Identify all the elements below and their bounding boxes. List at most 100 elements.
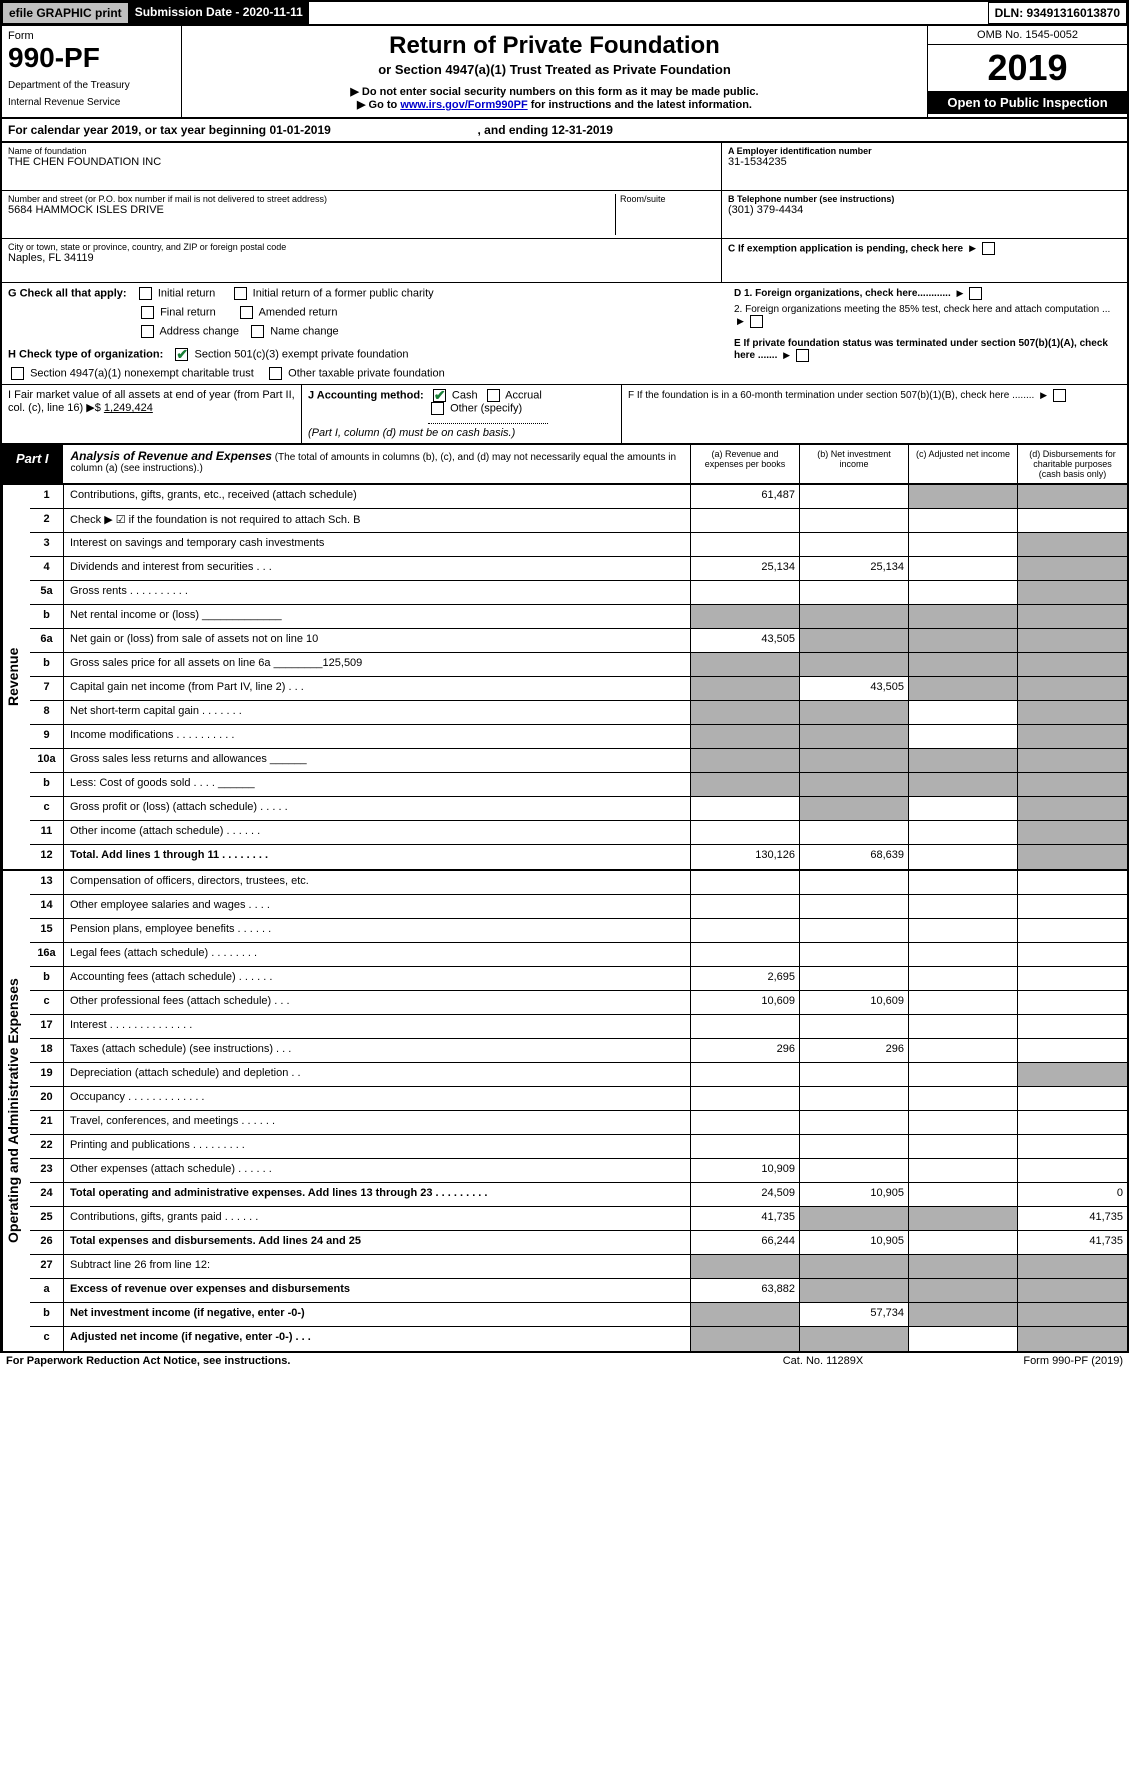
paperwork-notice: For Paperwork Reduction Act Notice, see … [6, 1355, 723, 1367]
amount-cell [691, 895, 800, 918]
line-description: Dividends and interest from securities .… [64, 557, 691, 580]
h-other-checkbox[interactable] [269, 367, 282, 380]
table-row: 18Taxes (attach schedule) (see instructi… [30, 1039, 1127, 1063]
j-other-checkbox[interactable] [431, 402, 444, 415]
omb-number: OMB No. 1545-0052 [928, 26, 1127, 45]
form-number: 990-PF [8, 42, 175, 74]
amount-cell [800, 1087, 909, 1110]
line-description: Gross rents . . . . . . . . . . [64, 581, 691, 604]
line-description: Gross profit or (loss) (attach schedule)… [64, 797, 691, 820]
calendar-year-row: For calendar year 2019, or tax year begi… [0, 119, 1129, 143]
g-amended-checkbox[interactable] [240, 306, 253, 319]
g-final-checkbox[interactable] [141, 306, 154, 319]
table-row: 21Travel, conferences, and meetings . . … [30, 1111, 1127, 1135]
line-number: c [30, 797, 64, 820]
d2-checkbox[interactable] [750, 315, 763, 328]
amount-cell [909, 677, 1018, 700]
efile-button[interactable]: efile GRAPHIC print [2, 2, 129, 24]
amount-cell [1018, 605, 1127, 628]
line-number: 25 [30, 1207, 64, 1230]
line-description: Other expenses (attach schedule) . . . .… [64, 1159, 691, 1182]
amount-cell [691, 1015, 800, 1038]
amount-cell [691, 871, 800, 894]
amount-cell: 61,487 [691, 485, 800, 508]
d1-checkbox[interactable] [969, 287, 982, 300]
dept-label: Department of the Treasury [8, 80, 175, 91]
amount-cell [909, 509, 1018, 532]
amount-cell [800, 605, 909, 628]
amount-cell [691, 773, 800, 796]
g-address-checkbox[interactable] [141, 325, 154, 338]
amount-cell [1018, 629, 1127, 652]
line-number: 27 [30, 1255, 64, 1278]
line-description: Other employee salaries and wages . . . … [64, 895, 691, 918]
amount-cell: 24,509 [691, 1183, 800, 1206]
table-row: 6aNet gain or (loss) from sale of assets… [30, 629, 1127, 653]
table-row: 23Other expenses (attach schedule) . . .… [30, 1159, 1127, 1183]
amount-cell [909, 895, 1018, 918]
amount-cell: 66,244 [691, 1231, 800, 1254]
e-checkbox[interactable] [796, 349, 809, 362]
amount-cell [691, 1327, 800, 1351]
irs-link[interactable]: www.irs.gov/Form990PF [400, 99, 527, 111]
g-initial-checkbox[interactable] [139, 287, 152, 300]
table-row: 9Income modifications . . . . . . . . . … [30, 725, 1127, 749]
line-number: 11 [30, 821, 64, 844]
col-b-header: (b) Net investment income [800, 445, 909, 483]
g-name-checkbox[interactable] [251, 325, 264, 338]
amount-cell: 68,639 [800, 845, 909, 869]
amount-cell [1018, 773, 1127, 796]
table-row: 26Total expenses and disbursements. Add … [30, 1231, 1127, 1255]
amount-cell [909, 725, 1018, 748]
tel-value: (301) 379-4434 [728, 204, 1121, 216]
table-row: aExcess of revenue over expenses and dis… [30, 1279, 1127, 1303]
amount-cell [1018, 1255, 1127, 1278]
ein-value: 31-1534235 [728, 156, 1121, 168]
g-initial-former-checkbox[interactable] [234, 287, 247, 300]
j-cash-checkbox[interactable] [433, 389, 446, 402]
line-description: Contributions, gifts, grants paid . . . … [64, 1207, 691, 1230]
c-checkbox[interactable] [982, 242, 995, 255]
h-4947-checkbox[interactable] [11, 367, 24, 380]
city-label: City or town, state or province, country… [8, 242, 715, 252]
f-checkbox[interactable] [1053, 389, 1066, 402]
amount-cell [691, 943, 800, 966]
f-label: F If the foundation is in a 60-month ter… [628, 390, 1034, 401]
amount-cell: 10,905 [800, 1183, 909, 1206]
line-number: 1 [30, 485, 64, 508]
amount-cell [800, 581, 909, 604]
table-row: 24Total operating and administrative exp… [30, 1183, 1127, 1207]
amount-cell [1018, 725, 1127, 748]
amount-cell [909, 797, 1018, 820]
amount-cell [1018, 1015, 1127, 1038]
amount-cell [1018, 1159, 1127, 1182]
addr-label: Number and street (or P.O. box number if… [8, 194, 615, 204]
j-note: (Part I, column (d) must be on cash basi… [308, 427, 615, 439]
amount-cell: 296 [800, 1039, 909, 1062]
table-row: cAdjusted net income (if negative, enter… [30, 1327, 1127, 1351]
table-row: 4Dividends and interest from securities … [30, 557, 1127, 581]
cat-no: Cat. No. 11289X [723, 1355, 923, 1367]
j-accrual-checkbox[interactable] [487, 389, 500, 402]
amount-cell [1018, 557, 1127, 580]
table-row: 8Net short-term capital gain . . . . . .… [30, 701, 1127, 725]
amount-cell [909, 1255, 1018, 1278]
h-501c3-checkbox[interactable] [175, 348, 188, 361]
line-description: Interest on savings and temporary cash i… [64, 533, 691, 556]
line-number: 19 [30, 1063, 64, 1086]
amount-cell [800, 1159, 909, 1182]
foundation-name: THE CHEN FOUNDATION INC [8, 156, 715, 168]
amount-cell [691, 653, 800, 676]
amount-cell [1018, 533, 1127, 556]
form-subtitle: or Section 4947(a)(1) Trust Treated as P… [192, 62, 917, 77]
amount-cell [800, 1255, 909, 1278]
amount-cell [691, 581, 800, 604]
amount-cell [909, 701, 1018, 724]
amount-cell [800, 653, 909, 676]
amount-cell: 41,735 [1018, 1231, 1127, 1254]
amount-cell [1018, 895, 1127, 918]
line-description: Pension plans, employee benefits . . . .… [64, 919, 691, 942]
line-description: Printing and publications . . . . . . . … [64, 1135, 691, 1158]
amount-cell [909, 629, 1018, 652]
amount-cell [1018, 581, 1127, 604]
